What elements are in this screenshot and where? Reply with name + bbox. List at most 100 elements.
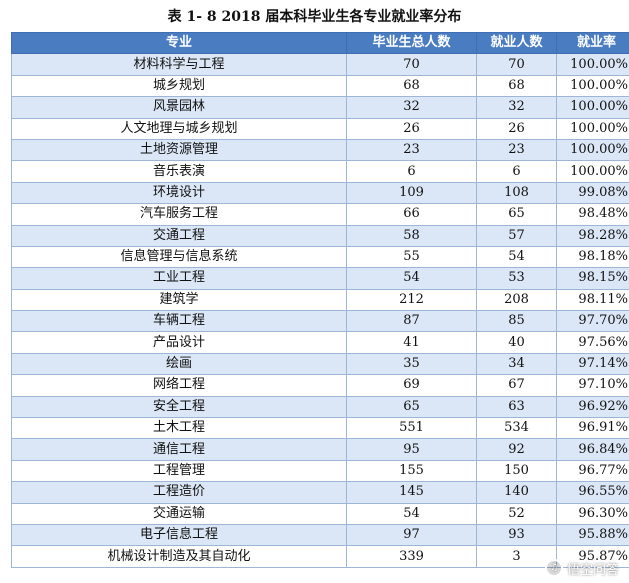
employment-rate-table: 专业 毕业生总人数 就业人数 就业率 材料科学与工程 70 70 100.00% 城乡规… [11,31,629,568]
cell-employed: 65 [476,203,557,226]
cell-major: 土木工程 [11,417,347,440]
cell-major: 材料科学与工程 [11,53,347,76]
cell-major: 工程造价 [11,481,347,504]
cell-employed: 63 [476,395,557,419]
cell-employment-rate: 100.00% [556,74,629,98]
cell-employment-rate: 99.08% [556,181,629,205]
cell-total-graduates: 70 [346,53,477,76]
headset-icon: ♫ [544,559,563,577]
table-row: 人文地理与城乡规划 26 26 100.00% [11,117,629,140]
cell-employment-rate: 97.56% [556,331,629,354]
cell-major: 绘画 [11,352,347,376]
header-employment-rate: 就业率 [556,31,629,55]
cell-major: 网络工程 [11,374,347,397]
cell-employment-rate: 98.18% [556,245,629,269]
cell-employed: 54 [476,245,557,269]
cell-major: 土地资源管理 [11,138,347,162]
cell-total-graduates: 6 [346,160,477,183]
cell-major: 交通运输 [11,502,347,525]
header-major: 专业 [11,31,347,55]
cell-major: 城乡规划 [11,74,347,98]
cell-major: 通信工程 [11,438,347,461]
cell-employment-rate: 100.00% [556,96,629,119]
table-row: 安全工程 65 63 96.92% [11,395,629,419]
table-row: 工程造价 145 140 96.55% [11,481,629,504]
cell-employed: 67 [476,374,557,397]
cell-total-graduates: 58 [346,224,477,247]
table-row: 汽车服务工程 66 65 98.48% [11,203,629,226]
table-row: 网络工程 69 67 97.10% [11,374,629,397]
cell-total-graduates: 65 [346,395,477,419]
cell-employed: 534 [476,417,557,440]
cell-employment-rate: 95.88% [556,523,629,547]
cell-employed: 108 [476,181,557,205]
cell-major: 建筑学 [11,288,347,312]
cell-major: 环境设计 [11,181,347,205]
cell-employment-rate: 98.28% [556,224,629,247]
header-total-graduates: 毕业生总人数 [346,31,477,55]
cell-total-graduates: 155 [346,459,477,483]
cell-employment-rate: 97.70% [556,310,629,333]
cell-major: 产品设计 [11,331,347,354]
cell-major: 车辆工程 [11,310,347,333]
cell-major: 工程管理 [11,459,347,483]
cell-total-graduates: 339 [346,545,477,568]
cell-employment-rate: 98.11% [556,288,629,312]
cell-total-graduates: 54 [346,502,477,525]
cell-major: 汽车服务工程 [11,203,347,226]
watermark-text: 悟空问答 [566,562,619,578]
cell-employment-rate: 100.00% [556,53,629,76]
cell-employed: 23 [476,138,557,162]
cell-employment-rate: 100.00% [556,160,629,183]
table-row: 通信工程 95 92 96.84% [11,438,629,461]
table-row: 信息管理与信息系统 55 54 98.18% [11,245,629,269]
cell-employed: 208 [476,288,557,312]
cell-employed: 32 [476,96,557,119]
cell-total-graduates: 41 [346,331,477,354]
cell-employed: 34 [476,352,557,376]
cell-employment-rate: 97.14% [556,352,629,376]
cell-employed: 150 [476,459,557,483]
cell-employed: 68 [476,74,557,98]
cell-employment-rate: 96.30% [556,502,629,525]
cell-employment-rate: 95.87% [556,545,629,568]
cell-employed: 52 [476,502,557,525]
cell-major: 交通工程 [11,224,347,247]
cell-major: 电子信息工程 [11,523,347,547]
table-row: 土木工程 551 534 96.91% [11,417,629,440]
cell-employed: 57 [476,224,557,247]
watermark: ♫ 悟空问答 [544,557,619,579]
table-row: 音乐表演 6 6 100.00% [11,160,629,183]
cell-total-graduates: 145 [346,481,477,504]
cell-total-graduates: 551 [346,417,477,440]
table-row: 交通运输 54 52 96.30% [11,502,629,525]
table-row: 土地资源管理 23 23 100.00% [11,138,629,162]
cell-total-graduates: 97 [346,523,477,547]
cell-employment-rate: 98.15% [556,267,629,290]
cell-total-graduates: 212 [346,288,477,312]
cell-employment-rate: 96.91% [556,417,629,440]
cell-total-graduates: 32 [346,96,477,119]
table-row: 环境设计 109 108 99.08% [11,181,629,205]
cell-employed: 140 [476,481,557,504]
table-row: 城乡规划 68 68 100.00% [11,74,629,98]
cell-employed: 53 [476,267,557,290]
table-title: 表 1- 8 2018 届本科毕业生各专业就业率分布 [167,9,462,25]
cell-employment-rate: 96.77% [556,459,629,483]
header-employed: 就业人数 [476,31,557,55]
cell-employment-rate: 96.55% [556,481,629,504]
cell-major: 风景园林 [11,96,347,119]
cell-employed: 6 [476,160,557,183]
cell-employed: 70 [476,53,557,76]
cell-employed: 92 [476,438,557,461]
table-row: 机械设计制造及其自动化 339 3 95.87% [11,545,629,568]
cell-employment-rate: 100.00% [556,117,629,140]
cell-total-graduates: 69 [346,374,477,397]
cell-employed: 3 [476,545,557,568]
cell-total-graduates: 35 [346,352,477,376]
cell-total-graduates: 66 [346,203,477,226]
cell-total-graduates: 68 [346,74,477,98]
cell-major: 工业工程 [11,267,347,290]
cell-employment-rate: 96.84% [556,438,629,461]
cell-major: 安全工程 [11,395,347,419]
